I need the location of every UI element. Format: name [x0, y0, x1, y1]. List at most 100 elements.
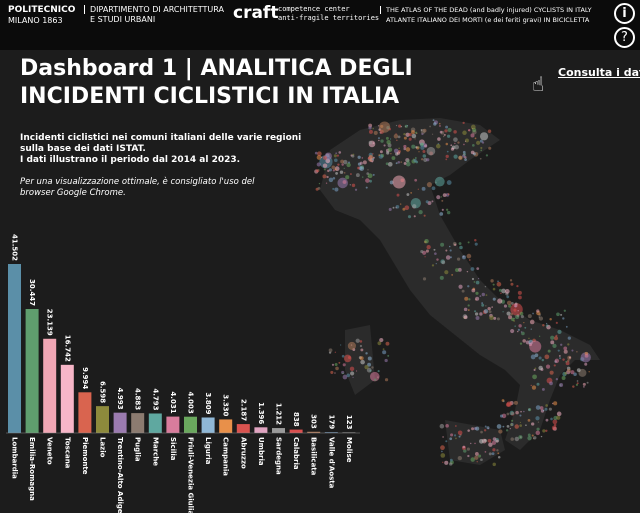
- map-dot: [334, 168, 337, 171]
- map-dot: [405, 161, 411, 167]
- map-dot: [328, 348, 333, 353]
- map-dot: [538, 335, 541, 337]
- map-dot: [468, 298, 471, 301]
- map-dot: [457, 430, 463, 436]
- map-dot: [464, 296, 469, 301]
- category-label: Toscana: [63, 437, 71, 469]
- map-dot: [445, 142, 449, 146]
- map-dot: [367, 169, 369, 171]
- map-dot: [556, 411, 562, 417]
- map-dot: [447, 193, 450, 196]
- map-dot: [502, 425, 505, 428]
- map-dot: [584, 362, 588, 366]
- map-dot: [470, 150, 475, 155]
- page-title: Dashboard 1 | ANALITICA DEGLI: [20, 56, 413, 81]
- map-dot: [527, 435, 532, 441]
- map-dot: [505, 429, 509, 432]
- help-button[interactable]: ?: [614, 27, 635, 48]
- map-dot: [567, 343, 570, 346]
- map-dot: [440, 242, 445, 247]
- map-dot: [545, 429, 548, 432]
- map-dot: [562, 358, 565, 361]
- map-dot: [414, 178, 418, 182]
- map-dot: [508, 315, 513, 320]
- map-dot: [542, 409, 545, 412]
- map-dot: [332, 169, 336, 172]
- map-dot: [492, 437, 497, 441]
- map-dot: [537, 421, 540, 423]
- bar: [25, 309, 39, 433]
- map-dot: [475, 291, 479, 295]
- map-dot: [520, 331, 523, 333]
- map-dot: [407, 215, 412, 219]
- map-dot: [515, 410, 519, 415]
- map-dot: [464, 158, 467, 162]
- map-dot: [550, 335, 555, 340]
- map-dot: [316, 162, 321, 167]
- map-dot: [538, 316, 544, 321]
- info-button[interactable]: i: [614, 3, 635, 24]
- map-dot: [378, 139, 380, 142]
- map-dot: [481, 302, 484, 305]
- map-dot: [398, 124, 402, 128]
- map-dot: [500, 292, 502, 295]
- map-dot: [435, 263, 437, 265]
- map-dot: [535, 430, 541, 436]
- map-dot: [396, 139, 398, 141]
- map-dot: [491, 452, 495, 456]
- map-dot: [444, 460, 449, 465]
- category-label: Puglia: [134, 437, 142, 462]
- map-dot: [320, 156, 323, 159]
- map-dot: [459, 245, 463, 250]
- map-dot: [436, 258, 439, 261]
- map-dot: [519, 421, 522, 424]
- map-dot: [449, 458, 453, 462]
- map-dot: [359, 344, 363, 348]
- map-dot: [558, 354, 561, 357]
- map-dot: [337, 163, 340, 166]
- bar: [78, 392, 92, 433]
- map-dot: [462, 150, 466, 154]
- map-dot: [336, 154, 339, 157]
- map-dot: [421, 186, 426, 191]
- map-dot: [497, 280, 499, 283]
- map-dot: [343, 171, 346, 174]
- map-dot: [510, 312, 513, 316]
- map-dot: [372, 153, 374, 155]
- map-dot: [359, 161, 363, 165]
- map-dot: [426, 146, 436, 156]
- map-dot: [454, 425, 457, 427]
- map-dot: [555, 334, 558, 337]
- map-dot: [495, 439, 499, 443]
- map-dot: [466, 447, 470, 451]
- map-dot: [439, 130, 443, 134]
- map-dot: [441, 208, 444, 211]
- map-dot: [351, 183, 356, 188]
- map-dot: [517, 328, 520, 331]
- map-dot: [559, 383, 564, 388]
- map-dot: [582, 382, 586, 386]
- map-dot: [563, 349, 568, 354]
- map-dot: [572, 385, 575, 388]
- map-dot: [386, 151, 390, 155]
- map-dot: [509, 279, 513, 282]
- map-dot: [450, 144, 453, 147]
- map-dot: [488, 146, 492, 150]
- map-dot: [467, 241, 470, 244]
- map-dot: [424, 144, 428, 148]
- map-dot: [560, 313, 563, 316]
- map-dot: [424, 256, 426, 258]
- map-dot: [425, 249, 429, 253]
- map-dot: [541, 358, 545, 362]
- data-link[interactable]: Consulta i dati: [558, 66, 640, 79]
- map-dot: [472, 144, 475, 147]
- map-dot: [545, 404, 548, 407]
- map-dot: [448, 245, 451, 248]
- map-dot: [514, 436, 520, 442]
- value-label: 3.330: [222, 394, 230, 416]
- map-dot: [406, 193, 410, 196]
- map-dot: [421, 158, 424, 161]
- bar-chart: 41.502 Lombardia 30.447 Emilia-Romagna 23.13…: [6, 234, 360, 513]
- map-dot: [541, 387, 545, 391]
- map-dot: [413, 215, 416, 218]
